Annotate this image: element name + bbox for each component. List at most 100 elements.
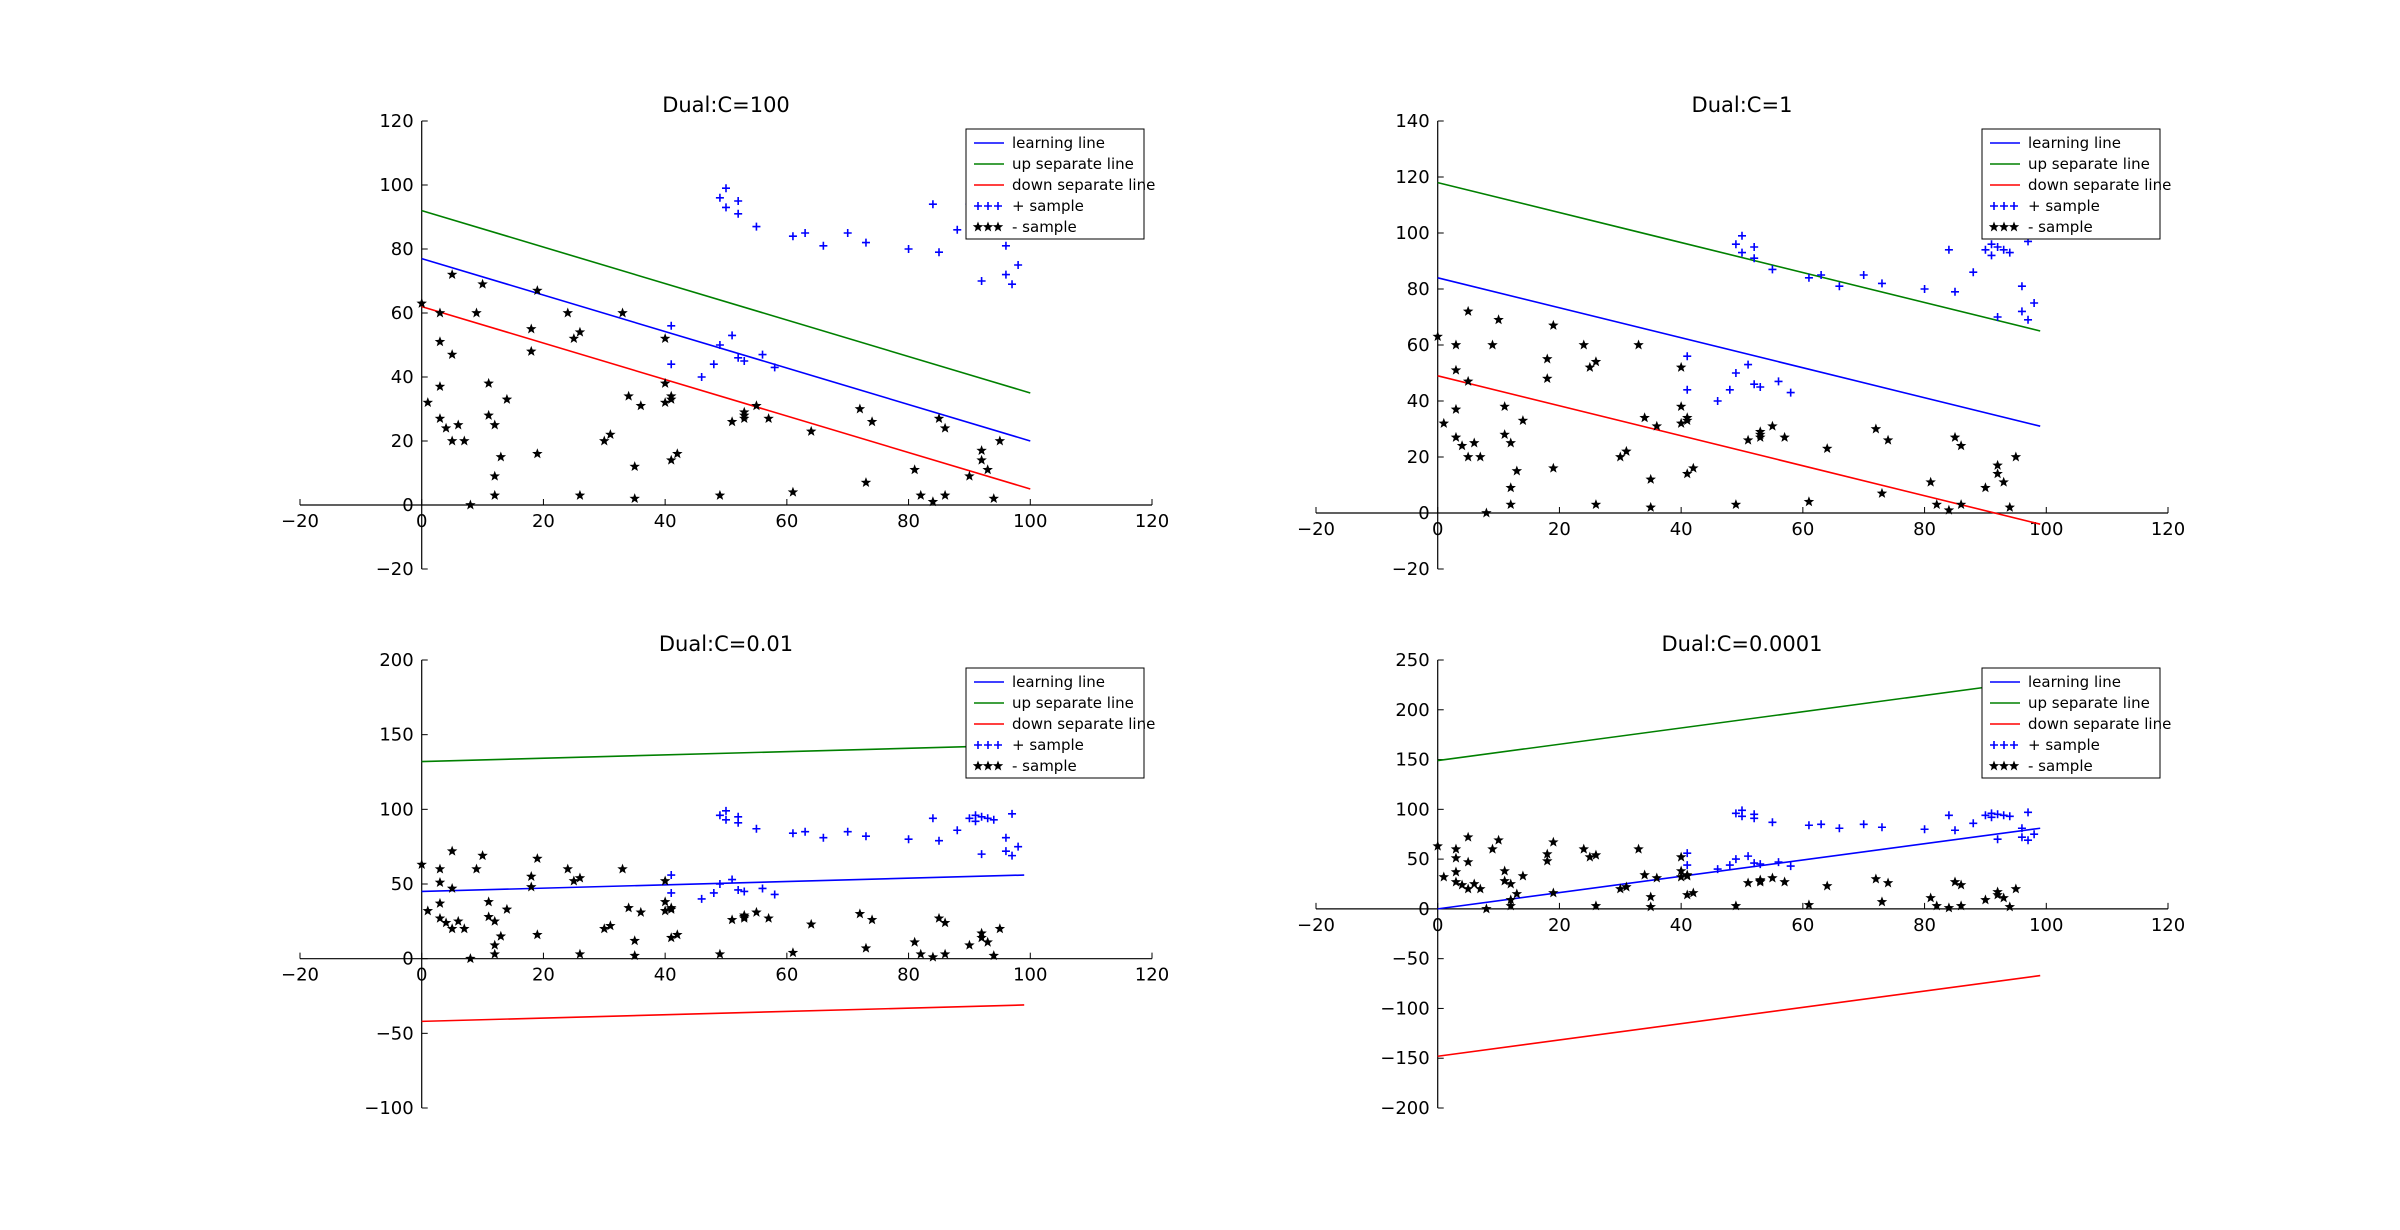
legend-label: up separate line — [2028, 155, 2150, 173]
chart-title: Dual:C=0.01 — [659, 632, 793, 656]
minus-sample-point — [1870, 873, 1882, 884]
minus-sample-point — [1882, 434, 1894, 445]
x-tick-label: 100 — [1013, 965, 1047, 986]
minus-sample-point — [666, 393, 677, 404]
minus-sample-point — [416, 859, 427, 870]
y-tick-label: 140 — [1395, 111, 1429, 132]
minus-sample-point — [1870, 423, 1882, 434]
plus-sample-point — [1786, 388, 1795, 397]
plus-sample-point — [788, 829, 797, 838]
y-tick-label: 60 — [391, 303, 414, 324]
minus-sample-point — [1517, 870, 1529, 881]
minus-sample-point — [1450, 339, 1462, 350]
legend-plus-handle — [984, 202, 992, 210]
minus-sample-point — [446, 269, 458, 280]
up-separate-line — [1437, 679, 2041, 762]
plus-sample-point — [1835, 824, 1844, 833]
minus-sample-point — [939, 422, 951, 433]
minus-sample-point — [915, 489, 926, 500]
minus-sample-point — [1481, 507, 1492, 518]
minus-sample-point — [1590, 499, 1602, 510]
plus-sample-point — [1008, 809, 1017, 818]
minus-sample-point — [1633, 339, 1644, 350]
plus-sample-point — [1683, 861, 1692, 870]
minus-sample-point — [1688, 887, 1699, 898]
minus-sample-point — [1980, 482, 1991, 493]
plus-sample-point — [667, 360, 676, 369]
plus-sample-point — [1877, 823, 1886, 832]
plus-sample-point — [728, 875, 737, 884]
minus-sample-point — [1682, 415, 1693, 426]
minus-sample-point — [988, 493, 999, 504]
plus-sample-point — [2017, 307, 2026, 316]
plus-sample-point — [935, 248, 943, 257]
minus-sample-point — [2004, 901, 2015, 912]
minus-sample-point — [453, 915, 464, 926]
minus-sample-point — [1462, 305, 1474, 316]
down-separate-line — [421, 1004, 1025, 1023]
plus-sample-point — [1951, 826, 1959, 835]
legend-star-handle — [982, 760, 994, 771]
minus-sample-point — [1651, 872, 1663, 883]
minus-sample-point — [659, 377, 671, 388]
minus-sample-point — [1803, 899, 1815, 910]
minus-sample-point — [672, 929, 683, 940]
minus-sample-point — [1548, 887, 1559, 898]
plus-sample-point — [904, 245, 913, 253]
plus-sample-point — [697, 894, 706, 903]
minus-sample-point — [446, 349, 458, 360]
minus-sample-point — [1621, 881, 1632, 892]
minus-sample-point — [532, 929, 543, 940]
y-tick-label: 50 — [1407, 849, 1430, 870]
minus-sample-point — [988, 950, 999, 961]
plus-sample-point — [1001, 833, 1010, 842]
minus-sample-point — [1633, 843, 1644, 854]
minus-sample-point — [465, 953, 476, 964]
minus-sample-point — [495, 930, 507, 941]
plus-sample-point — [1877, 279, 1886, 288]
plus-sample-point — [1001, 241, 1010, 250]
plus-sample-point — [709, 888, 718, 897]
legend-box — [965, 128, 1145, 240]
legend-plus-handle — [1990, 741, 1998, 749]
minus-sample-point — [1882, 877, 1894, 888]
minus-sample-point — [635, 400, 647, 411]
x-tick-label: 40 — [1670, 519, 1693, 540]
y-tick-label: 0 — [1418, 899, 1429, 920]
minus-sample-point — [909, 936, 920, 947]
minus-sample-point — [1511, 465, 1523, 476]
minus-sample-point — [1505, 900, 1516, 911]
plus-sample-point — [1835, 282, 1844, 291]
minus-sample-point — [562, 307, 573, 318]
x-tick-label: 20 — [1548, 519, 1571, 540]
minus-sample-point — [623, 902, 634, 913]
plus-sample-point — [1774, 858, 1783, 867]
minus-sample-point — [933, 912, 945, 923]
minus-sample-point — [939, 489, 951, 500]
plus-sample-point — [2024, 808, 2033, 817]
minus-sample-point — [501, 393, 513, 404]
plus-sample-point — [2017, 824, 2026, 833]
plus-sample-point — [1756, 383, 1765, 391]
minus-sample-point — [1462, 883, 1474, 894]
y-tick-label: −50 — [376, 1023, 414, 1044]
plus-sample-point — [928, 814, 937, 823]
y-tick-label: 20 — [1407, 447, 1430, 468]
minus-sample-point — [489, 489, 500, 500]
minus-sample-point — [666, 932, 677, 943]
plus-sample-point — [709, 360, 718, 369]
plus-sample-point — [1859, 820, 1868, 829]
minus-sample-point — [629, 935, 640, 946]
x-tick-label: 20 — [1548, 915, 1571, 936]
minus-sample-point — [915, 948, 926, 959]
minus-sample-point — [501, 903, 513, 914]
minus-sample-point — [1487, 843, 1498, 854]
legend: learning line up separate line down separa… — [1981, 128, 2171, 240]
plus-sample-point — [1713, 865, 1722, 874]
y-tick-label: 250 — [1395, 650, 1429, 671]
minus-sample-point — [434, 307, 446, 318]
plus-sample-point — [667, 871, 676, 880]
minus-sample-point — [1943, 504, 1955, 515]
plus-sample-point — [1981, 811, 1990, 820]
